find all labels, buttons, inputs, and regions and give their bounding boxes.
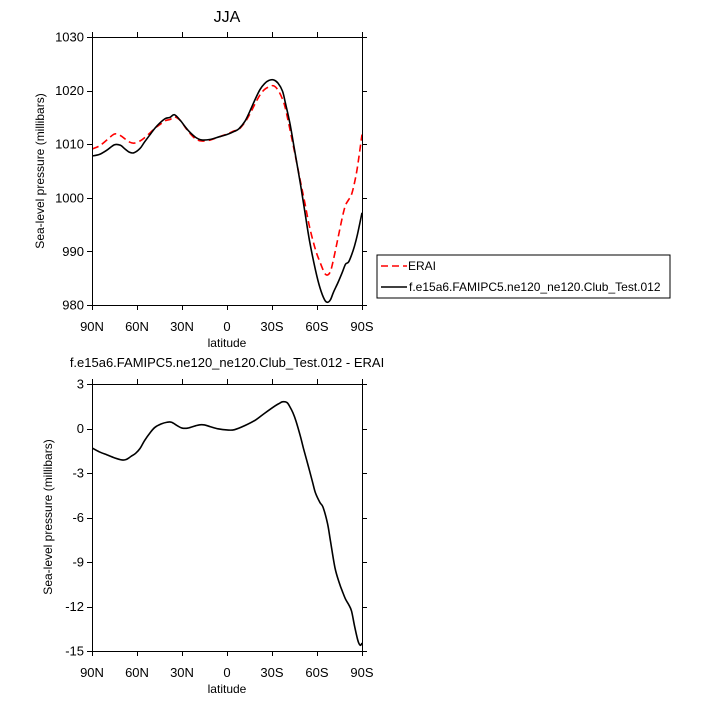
top-x-axis-label: latitude [208,336,247,350]
bottom-ytick-label: 0 [77,421,84,436]
bottom-plot-frame [92,384,363,652]
bottom-x-axis-label: latitude [208,682,247,696]
top-ytick-label: 1000 [55,190,84,205]
top-xtick-label: 60S [305,319,328,334]
bottom-chart-title: f.e15a6.FAMIPC5.ne120_ne120.Club_Test.01… [70,355,384,370]
bottom-xtick-label: 30N [170,665,194,680]
top-xtick-label: 0 [223,319,230,334]
top-y-axis-label: Sea-level pressure (millibars) [33,93,47,248]
top-xtick-label: 60N [125,319,149,334]
bottom-xtick-label: 0 [223,665,230,680]
bottom-series-0-line [92,400,362,647]
bottom-ytick-label: -6 [72,510,84,525]
bottom-chart: f.e15a6.FAMIPC5.ne120_ne120.Club_Test.01… [41,355,384,696]
top-ytick-label: 980 [62,298,84,313]
top-plot-area: 90N 60N 30N 0 30S 60S 90S 980 990 1000 1010 1020 103… [55,30,374,335]
bottom-xtick-label: 60N [125,665,149,680]
bottom-xtick-label: 60S [305,665,328,680]
top-ytick-label: 1020 [55,83,84,98]
top-chart-title: JJA [214,9,241,26]
top-series-0-line [92,84,362,276]
top-ytick-label: 1010 [55,137,84,152]
top-xtick-label: 30N [170,319,194,334]
top-ytick-label: 990 [62,244,84,259]
top-xtick-label: 90S [350,319,373,334]
legend-model-label: f.e15a6.FAMIPC5.ne120_ne120.Club_Test.01… [409,280,661,294]
bottom-ytick-label: 3 [77,377,84,392]
bottom-ytick-label: -9 [72,555,84,570]
top-series-1-line [92,78,362,304]
bottom-ytick-label: -12 [65,599,84,614]
top-xtick-label: 90N [80,319,104,334]
legend-box [376,254,671,299]
bottom-plot-area: 90N 60N 30N 0 30S 60S 90S -15 -12 -9 -6 -3 0 3 [65,377,374,681]
legend: ERAI f.e15a6.FAMIPC5.ne120_ne120.Club_Te… [376,254,671,299]
legend-erai-label: ERAI [408,259,436,273]
top-chart: JJA 90N 60N 30N 0 30S 60S 90S 980 990 1000 1010 102… [33,9,671,350]
top-ytick-label: 1030 [55,30,84,45]
bottom-y-axis-label: Sea-level pressure (millibars) [41,439,55,594]
bottom-xtick-label: 90N [80,665,104,680]
bottom-xtick-label: 90S [350,665,373,680]
bottom-xtick-label: 30S [260,665,283,680]
bottom-ytick-label: -15 [65,644,84,659]
top-xtick-label: 30S [260,319,283,334]
bottom-ytick-label: -3 [72,466,84,481]
